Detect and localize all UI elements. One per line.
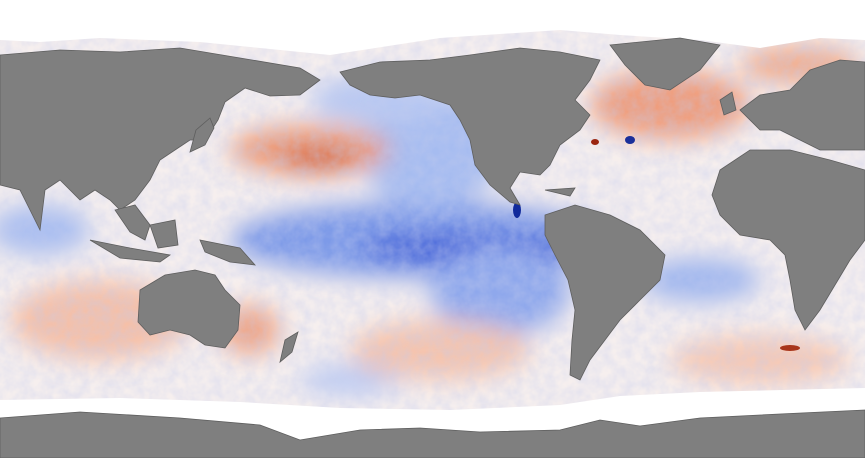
british-isles (719, 91, 737, 116)
japan (189, 117, 215, 153)
warm-anomaly (780, 345, 800, 351)
cuba (544, 187, 576, 197)
new-guinea (199, 239, 256, 266)
arctic-ice (0, 0, 865, 55)
south-america (544, 204, 666, 381)
asia (0, 47, 321, 232)
africa (711, 149, 865, 331)
cool-anomaly (513, 202, 521, 218)
europe (739, 59, 865, 151)
borneo (149, 219, 179, 249)
north-america (339, 47, 601, 206)
cool-anomaly (625, 136, 635, 144)
warm-anomaly (591, 139, 599, 145)
greenland (609, 37, 721, 91)
antarctica (0, 409, 865, 458)
indonesia (89, 239, 172, 263)
new-zealand (279, 331, 299, 364)
australia (137, 269, 241, 349)
southeast-asia (114, 204, 151, 241)
land (0, 37, 865, 458)
strong-anomalies (513, 136, 800, 351)
